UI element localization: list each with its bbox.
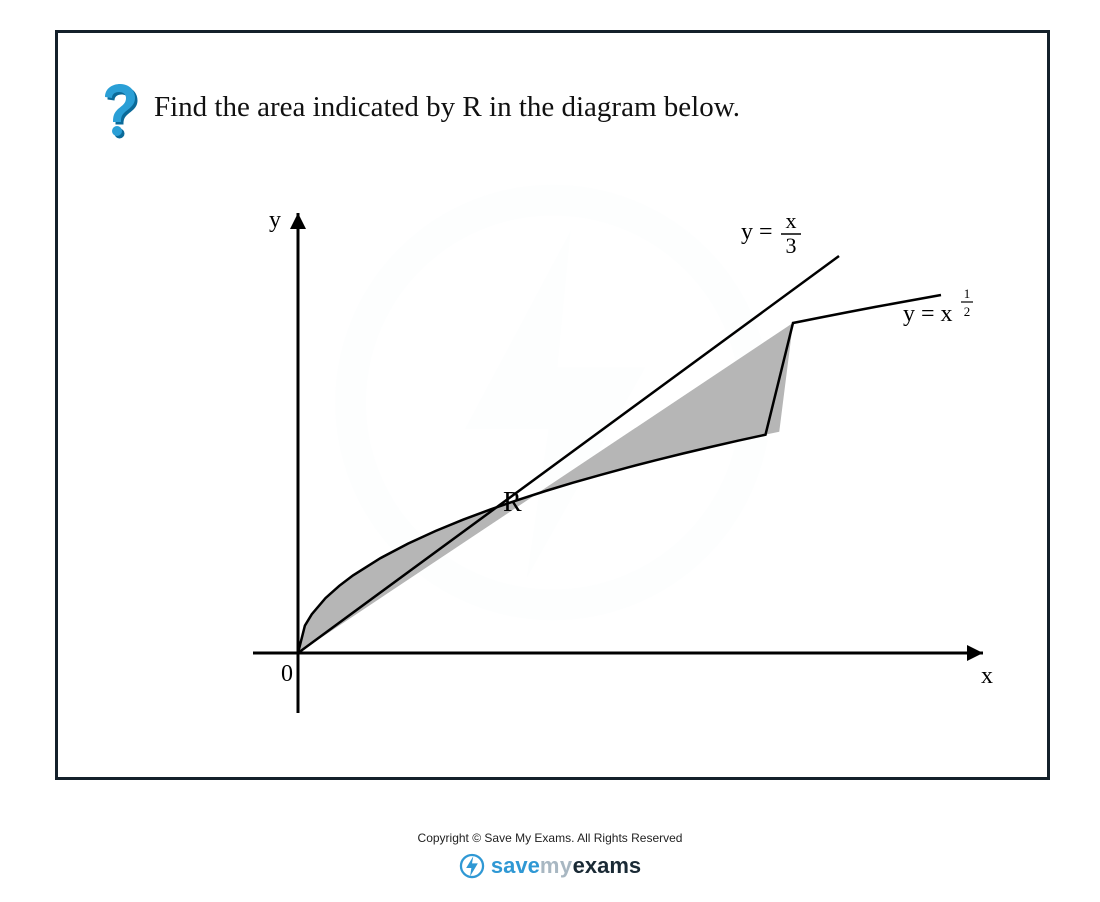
question-mark-icon: [98, 83, 140, 135]
area-region: [298, 323, 793, 653]
footer: Copyright © Save My Exams. All Rights Re…: [0, 831, 1100, 884]
svg-text:2: 2: [964, 304, 971, 319]
curve1-label: y = x 3: [741, 208, 801, 258]
brand-exams: exams: [573, 853, 642, 878]
copyright-text: Copyright © Save My Exams. All Rights Re…: [0, 831, 1100, 845]
question-text: Find the area indicated by R in the diag…: [154, 83, 740, 127]
svg-text:y =: y =: [741, 219, 773, 245]
content-frame: Find the area indicated by R in the diag…: [55, 30, 1050, 780]
brand-save: save: [491, 853, 540, 878]
y-axis-label: y: [269, 207, 281, 233]
svg-text:x: x: [786, 208, 797, 233]
svg-text:y = x: y = x: [903, 301, 953, 327]
x-axis-arrow: [967, 645, 983, 661]
svg-text:1: 1: [964, 286, 971, 301]
y-axis-arrow: [290, 213, 306, 229]
diagram: [data-name="shaded-region"],[data-name="…: [203, 193, 1003, 753]
origin-label: 0: [281, 661, 293, 687]
x-axis-label: x: [981, 663, 993, 689]
svg-text:3: 3: [786, 233, 797, 258]
bolt-icon: [459, 853, 485, 879]
line-x-over-3: [298, 256, 839, 653]
region-label: R: [503, 487, 522, 518]
brand-my: my: [540, 853, 573, 878]
brand-logo: savemyexams: [459, 853, 641, 879]
curve-sqrt: [298, 295, 941, 653]
curve2-label: y = x 1 2: [903, 286, 973, 327]
question-row: Find the area indicated by R in the diag…: [98, 83, 1007, 135]
